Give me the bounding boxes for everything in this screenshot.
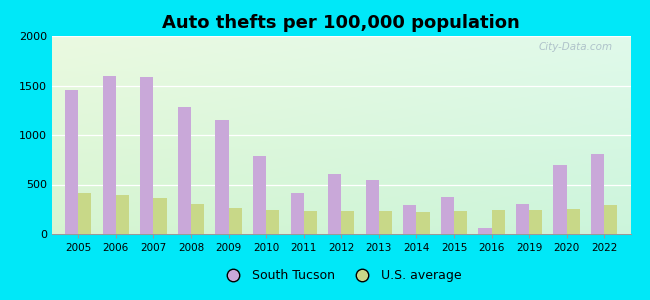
Bar xyxy=(516,204,529,234)
Bar xyxy=(215,120,229,234)
Bar xyxy=(417,212,430,234)
Bar xyxy=(554,165,567,234)
Text: City-Data.com: City-Data.com xyxy=(539,42,613,52)
Bar xyxy=(178,107,191,234)
Bar xyxy=(403,205,417,234)
Bar xyxy=(116,195,129,234)
Bar xyxy=(366,179,379,234)
Bar xyxy=(478,228,491,234)
Bar xyxy=(65,90,78,234)
Bar xyxy=(229,208,242,234)
Bar xyxy=(140,76,153,234)
Bar xyxy=(604,205,617,234)
Bar xyxy=(304,211,317,234)
Bar xyxy=(567,209,580,234)
Bar xyxy=(78,193,92,234)
Bar xyxy=(253,156,266,234)
Bar xyxy=(103,76,116,234)
Bar xyxy=(379,211,392,234)
Bar xyxy=(153,198,166,234)
Bar xyxy=(454,211,467,234)
Bar xyxy=(191,204,204,234)
Bar xyxy=(266,210,280,234)
Title: Auto thefts per 100,000 population: Auto thefts per 100,000 population xyxy=(162,14,520,32)
Legend: South Tucson, U.S. average: South Tucson, U.S. average xyxy=(216,264,467,287)
Bar xyxy=(491,210,504,234)
Bar xyxy=(328,174,341,234)
Bar xyxy=(291,193,304,234)
Bar xyxy=(591,154,604,234)
Bar xyxy=(529,210,542,234)
Bar xyxy=(441,197,454,234)
Bar xyxy=(341,211,354,234)
